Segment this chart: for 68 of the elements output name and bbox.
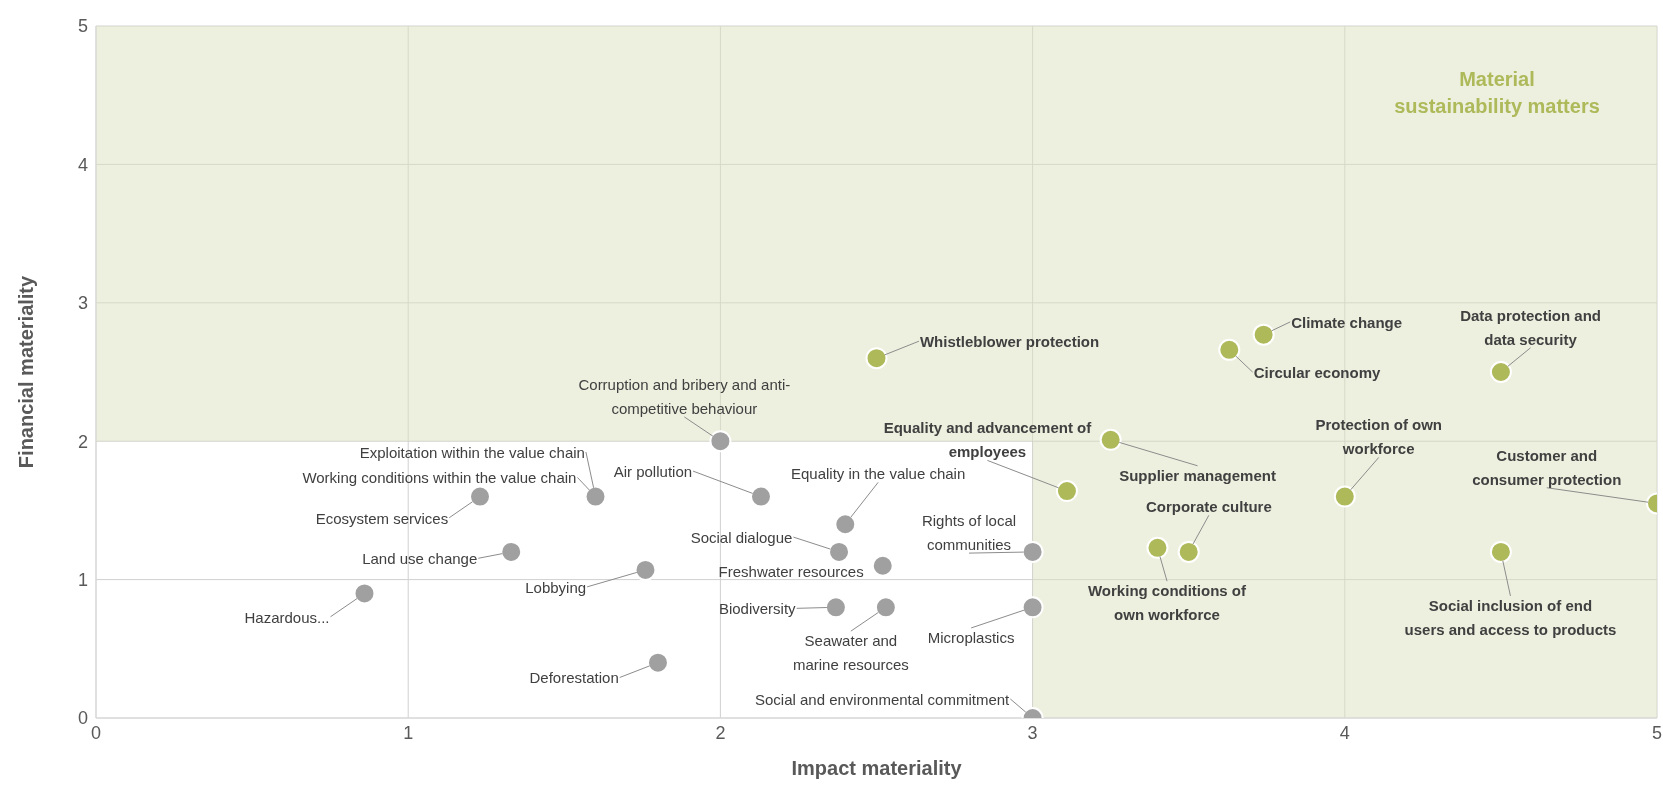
annotation: Social inclusion of end users and access to products <box>1404 596 1617 638</box>
annotation: Corruption and bribery and anti-competitive behaviour <box>578 375 791 417</box>
x-tick-label: 2 <box>715 722 726 743</box>
point <box>834 513 857 536</box>
point <box>1146 536 1169 559</box>
point <box>1333 485 1356 508</box>
point <box>709 430 732 453</box>
x-tick-label: 1 <box>403 722 414 743</box>
point <box>1177 540 1200 563</box>
y-tick-label: 0 <box>77 708 88 729</box>
annotation: Corporate culture <box>1145 497 1272 515</box>
annotation: Supplier management <box>1119 466 1276 484</box>
annotation: Microplastics <box>927 628 1015 646</box>
point <box>749 485 772 508</box>
annotation: Hazardous... <box>244 608 330 626</box>
annotation: Protection of own workforce <box>1315 415 1443 457</box>
x-tick-label: 5 <box>1651 722 1663 743</box>
annotation: Biodiversity <box>718 599 797 617</box>
point <box>1021 540 1044 563</box>
annotation: Material sustainability matters <box>1394 68 1600 117</box>
x-tick-label: 0 <box>90 722 102 743</box>
point <box>1218 338 1241 361</box>
annotation: Ecosystem services <box>315 509 449 527</box>
annotation: Rights of local communities <box>921 511 1017 553</box>
annotation: Climate change <box>1291 313 1403 331</box>
y-tick-label: 1 <box>77 569 88 590</box>
annotation: Social and environmental commitment <box>754 690 1011 708</box>
y-tick-label: 5 <box>77 16 88 37</box>
annotation: Land use change <box>362 549 478 567</box>
point <box>828 540 851 563</box>
point <box>469 485 492 508</box>
y-axis-title: Financial materiality <box>15 274 38 469</box>
y-tick-label: 2 <box>77 431 88 452</box>
annotation: Equality in the value chain <box>791 464 966 482</box>
point <box>500 540 523 563</box>
x-tick-label: 4 <box>1339 722 1350 743</box>
annotation: Deforestation <box>529 668 619 686</box>
point <box>353 582 376 605</box>
point <box>865 347 888 370</box>
annotation: Working conditions within the value chain <box>302 468 577 486</box>
y-tick-label: 4 <box>77 154 88 175</box>
annotation: Equality and advancement of employees <box>883 418 1093 460</box>
point <box>1489 361 1512 383</box>
x-tick-label: 3 <box>1027 722 1038 743</box>
point <box>646 651 669 674</box>
annotation: Social dialogue <box>690 528 793 546</box>
point <box>824 596 847 619</box>
annotation: Whistleblower protection <box>919 332 1100 350</box>
point <box>1252 323 1275 346</box>
annotation: Seawater and marine resources <box>792 631 909 673</box>
annotation: Lobbying <box>525 578 587 596</box>
y-tick-label: 3 <box>77 293 88 314</box>
annotation: Customer and consumer protection <box>1472 446 1622 488</box>
point <box>584 485 607 508</box>
annotation: Working conditions of own workforce <box>1088 581 1248 623</box>
point <box>1099 428 1122 451</box>
point <box>871 554 894 577</box>
point <box>634 558 657 581</box>
point <box>1055 480 1078 503</box>
annotation: Circular economy <box>1253 363 1382 381</box>
point <box>1489 540 1512 563</box>
annotation: Exploitation within the value chain <box>359 443 585 461</box>
annotation: Air pollution <box>613 462 693 480</box>
annotation: Freshwater resources <box>718 562 864 580</box>
point <box>874 596 897 619</box>
annotation: Data protection and data security <box>1460 306 1602 348</box>
x-axis-title: Impact materiality <box>791 757 963 779</box>
point <box>1021 596 1044 619</box>
